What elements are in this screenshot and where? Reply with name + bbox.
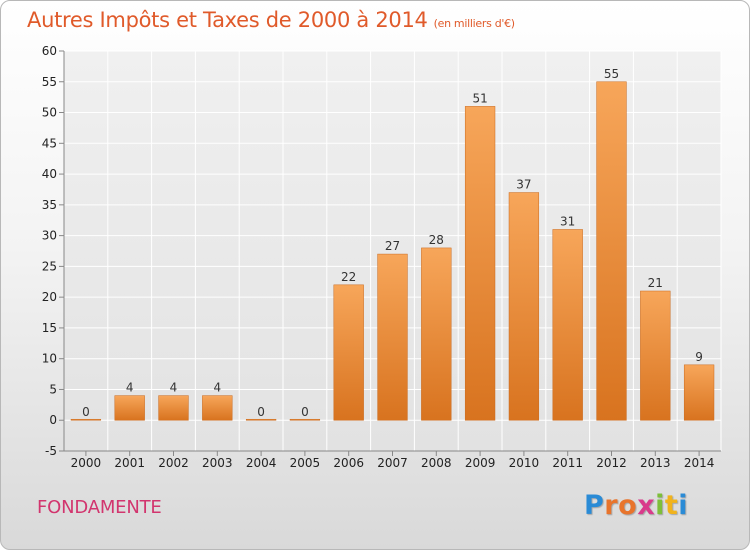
x-tick-label-2008: 2008 — [421, 456, 452, 470]
bar-2010 — [508, 192, 540, 421]
x-tick-label-2012: 2012 — [596, 456, 627, 470]
x-tick-label-2004: 2004 — [246, 456, 277, 470]
bar-2006 — [333, 284, 364, 421]
bar-2005 — [289, 418, 321, 421]
data-label-2013: 21 — [648, 276, 663, 290]
title-text: Autres Impôts et Taxes de 2000 à 2014 — [27, 8, 428, 32]
data-label-2005: 0 — [301, 405, 309, 419]
data-label-2001: 4 — [126, 381, 134, 395]
x-tick-label-2002: 2002 — [158, 456, 189, 470]
bar-2009 — [464, 106, 496, 421]
y-tick-label: 25 — [42, 259, 57, 273]
bar-2001 — [114, 395, 145, 421]
x-tick-label-2011: 2011 — [552, 456, 583, 470]
chart-title: Autres Impôts et Taxes de 2000 à 2014 (en… — [27, 8, 515, 32]
y-tick-label: 55 — [42, 75, 57, 89]
x-tick-label-2009: 2009 — [465, 456, 496, 470]
logo-letter: i — [678, 490, 689, 521]
x-tick-label-2003: 2003 — [202, 456, 233, 470]
bar-2003 — [202, 395, 233, 421]
x-tick-label-2014: 2014 — [684, 456, 715, 470]
bar-2014 — [683, 364, 715, 421]
y-tick-label: 45 — [42, 136, 57, 150]
y-tick-label: 50 — [42, 106, 57, 120]
data-label-2014: 9 — [695, 350, 703, 364]
logo-letter: i — [655, 490, 665, 521]
y-tick-label: 15 — [42, 321, 57, 335]
y-tick-label: 0 — [49, 413, 57, 427]
data-label-2004: 0 — [257, 405, 265, 419]
bar-2011 — [552, 229, 583, 421]
bar-2007 — [377, 253, 408, 421]
y-tick-label: 30 — [42, 229, 57, 243]
bar-2013 — [640, 290, 671, 421]
y-tick-label: 35 — [42, 198, 57, 212]
x-tick-label-2006: 2006 — [333, 456, 364, 470]
y-tick-label: 5 — [49, 382, 57, 396]
logo-letter: x — [637, 490, 656, 521]
logo-letter: o — [618, 490, 638, 521]
data-label-2002: 4 — [170, 381, 178, 395]
x-tick-label-2001: 2001 — [114, 456, 145, 470]
proxiti-logo: Proxiti — [584, 490, 688, 521]
logo-letter: P — [584, 490, 605, 521]
data-label-2007: 27 — [385, 239, 400, 253]
y-tick-label: 10 — [42, 352, 57, 366]
x-tick-label-2000: 2000 — [71, 456, 102, 470]
logo-letter: t — [664, 490, 679, 521]
y-tick-label: 20 — [42, 290, 57, 304]
y-tick-label: 60 — [42, 44, 57, 58]
title-unit: (en milliers d'€) — [433, 17, 515, 30]
data-label-2003: 4 — [213, 381, 221, 395]
data-label-2012: 55 — [604, 67, 619, 81]
bar-2004 — [245, 418, 277, 421]
data-label-2006: 22 — [341, 270, 356, 284]
x-tick-label-2013: 2013 — [640, 456, 671, 470]
bar-2000 — [70, 418, 102, 421]
bar-2008 — [421, 247, 452, 421]
x-tick-label-2010: 2010 — [509, 456, 540, 470]
bar-2002 — [158, 395, 189, 421]
y-tick-label: -5 — [45, 444, 57, 458]
bar-2012 — [596, 81, 627, 421]
y-tick-label: 40 — [42, 167, 57, 181]
data-label-2011: 31 — [560, 214, 575, 228]
data-label-2010: 37 — [516, 178, 531, 192]
data-label-2008: 28 — [429, 233, 444, 247]
data-label-2000: 0 — [82, 405, 90, 419]
logo-letter: r — [604, 490, 619, 521]
x-tick-label-2005: 2005 — [290, 456, 321, 470]
x-tick-label-2007: 2007 — [377, 456, 408, 470]
data-label-2009: 51 — [472, 91, 487, 105]
commune-name: FONDAMENTE — [37, 497, 162, 518]
